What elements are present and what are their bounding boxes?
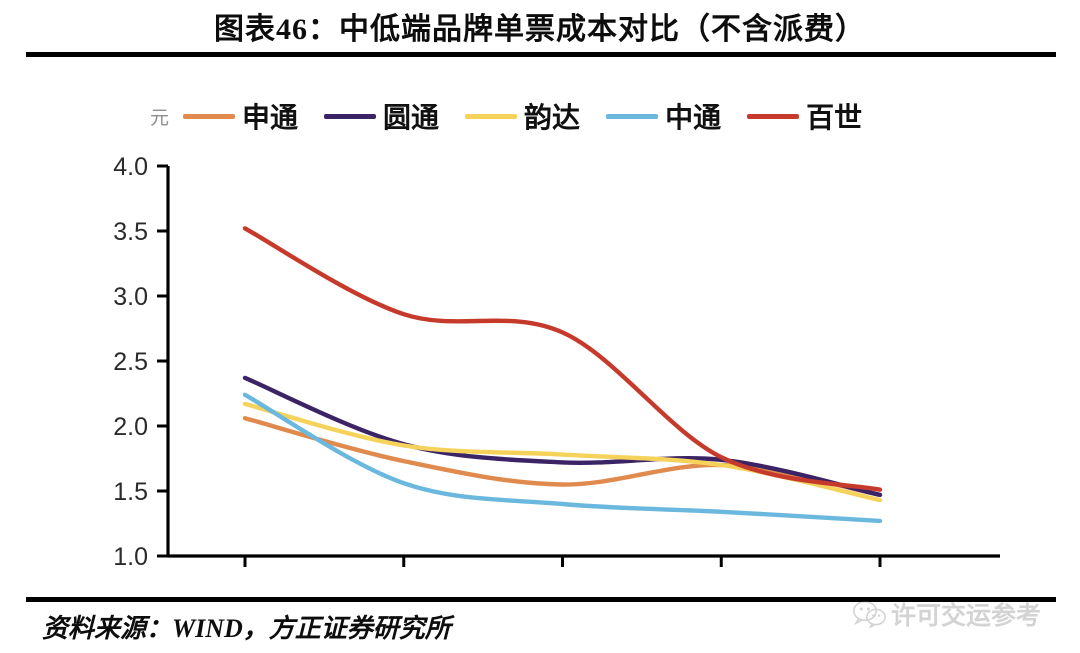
- legend-item-zhongtong[interactable]: 中通: [606, 96, 721, 136]
- y-axis-unit-label: 元: [150, 107, 170, 129]
- series-line-1: [242, 375, 883, 498]
- line-chart-svg: 1.01.52.02.53.03.54.0 201420152016201720…: [113, 153, 1000, 580]
- legend-label-baishi: 百世: [806, 102, 863, 133]
- series-line-3: [242, 392, 883, 524]
- legend-item-yunda[interactable]: 韵达: [465, 96, 580, 136]
- legend-item-baishi[interactable]: 百世: [747, 96, 862, 136]
- footer-divider: [26, 597, 1056, 602]
- y-axis-tick-label: 1.0: [113, 543, 148, 571]
- legend-swatch-zhongtong: [606, 113, 659, 119]
- legend-item-yuantong[interactable]: 圆通: [324, 96, 439, 136]
- legend-label-zhongtong: 中通: [665, 102, 722, 133]
- chart-legend: 元 申通 圆通 韵达 中通 百世: [150, 95, 888, 137]
- legend-item-shentong[interactable]: 申通: [183, 96, 298, 136]
- page-title: 图表46：中低端品牌单票成本对比（不含派费）: [214, 13, 866, 46]
- x-axis-tick-label: 2018: [852, 577, 908, 580]
- y-axis-tick-label: 3.5: [113, 218, 148, 246]
- source-note: 资料来源：WIND，方正证券研究所: [42, 614, 451, 643]
- legend-swatch-shentong: [183, 113, 236, 119]
- series-lines: [242, 226, 883, 524]
- x-axis-tick-label: 2014: [217, 577, 273, 580]
- x-axis-tick-label: 2016: [535, 577, 591, 580]
- y-axis: 1.0 1.5 2.0 2.5 3.0 3.5 4.0: [113, 153, 170, 571]
- y-axis-tick-label: 2.0: [113, 413, 148, 441]
- x-axis-tick-label: 2017: [693, 577, 749, 580]
- y-axis-tick-label: 1.5: [113, 478, 148, 506]
- legend-swatch-yuantong: [324, 113, 377, 119]
- title-divider: [26, 52, 1056, 57]
- chart-plot-area: 1.01.52.02.53.03.54.0 201420152016201720…: [0, 140, 1080, 580]
- y-axis-tick-label: 2.5: [113, 348, 148, 376]
- y-axis-tick-label: 3.0: [113, 283, 148, 311]
- legend-label-yunda: 韵达: [524, 102, 581, 133]
- y-axis-tick-label: 4.0: [113, 153, 148, 181]
- series-line-4: [242, 226, 883, 492]
- x-axis: 2014 2015 2016 2017 2018: [168, 554, 1000, 580]
- legend-label-shentong: 申通: [242, 102, 299, 133]
- title-block: 图表46：中低端品牌单票成本对比（不含派费）: [0, 0, 1080, 58]
- wechat-icon: [853, 600, 886, 628]
- legend-label-yuantong: 圆通: [383, 102, 440, 133]
- legend-swatch-yunda: [465, 113, 518, 119]
- x-axis-tick-label: 2015: [376, 577, 432, 580]
- legend-swatch-baishi: [747, 113, 800, 119]
- series-line-0: [242, 416, 883, 498]
